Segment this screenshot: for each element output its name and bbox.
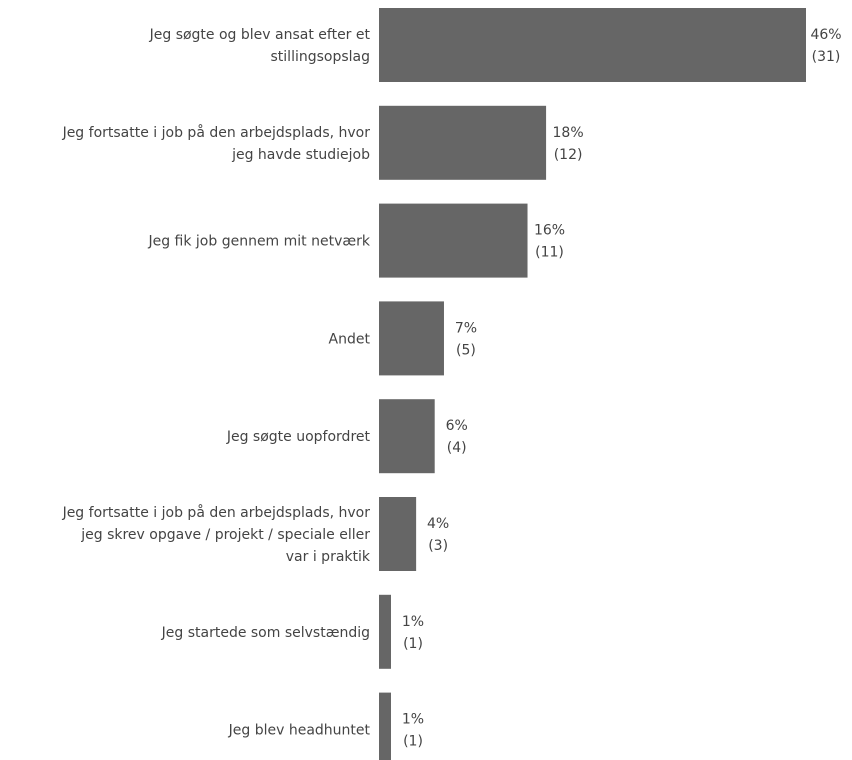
- count-label-2: (12): [554, 147, 583, 163]
- count-label-5: (4): [447, 440, 467, 456]
- bar-5: [379, 399, 435, 474]
- percent-label-6: 4%: [427, 516, 449, 532]
- category-label-5: Jeg søgte uopfordret: [226, 429, 371, 445]
- category-label-line: Jeg søgte uopfordret: [226, 429, 371, 445]
- percent-label-7: 1%: [402, 614, 424, 630]
- bar-3: [379, 203, 528, 278]
- bar-6: [379, 497, 417, 571]
- category-label-8: Jeg blev headhuntet: [228, 723, 371, 739]
- category-label-line: Andet: [329, 331, 371, 347]
- category-label-line: Jeg fortsatte i job på den arbejdsplads,…: [62, 504, 371, 521]
- percent-label-2: 18%: [553, 125, 584, 141]
- category-label-7: Jeg startede som selvstændig: [161, 625, 370, 641]
- count-label-8: (1): [403, 734, 423, 750]
- category-label-line: Jeg blev headhuntet: [228, 723, 371, 739]
- count-label-7: (1): [403, 636, 423, 652]
- count-label-4: (5): [456, 342, 476, 358]
- percent-label-1: 46%: [810, 27, 841, 43]
- bar-8: [379, 692, 391, 760]
- count-label-3: (11): [535, 245, 564, 261]
- percent-label-5: 6%: [446, 418, 468, 434]
- value-labels-group: 46% (31) 18% (12) 16% (11) 7% (5) 6% (4) 4% (3) 1% (1…: [402, 27, 842, 750]
- category-label-2: Jeg fortsatte i job på den arbejdsplads,…: [62, 124, 371, 163]
- category-label-4: Andet: [329, 331, 371, 347]
- bar-2: [379, 105, 547, 180]
- category-label-1: Jeg søgte og blev ansat efter et stilling…: [149, 27, 371, 65]
- bar-7: [379, 594, 391, 669]
- count-label-1: (31): [812, 49, 841, 65]
- category-labels-group: Jeg søgte og blev ansat efter et stilling…: [62, 27, 371, 739]
- bar-4: [379, 301, 444, 376]
- percent-label-3: 16%: [534, 223, 565, 239]
- category-label-line: Jeg fortsatte i job på den arbejdsplads,…: [62, 124, 371, 141]
- percent-label-4: 7%: [455, 320, 477, 336]
- bars-group: [379, 8, 806, 760]
- count-label-6: (3): [428, 538, 448, 554]
- category-label-6: Jeg fortsatte i job på den arbejdsplads,…: [62, 504, 371, 565]
- percent-label-8: 1%: [402, 712, 424, 728]
- category-label-line: jeg skrev opgave / projekt / speciale el…: [80, 527, 370, 543]
- category-label-line: stillingsopslag: [271, 49, 371, 65]
- bar-1: [379, 8, 806, 82]
- category-label-line: Jeg søgte og blev ansat efter et: [149, 27, 371, 43]
- category-label-3: Jeg fik job gennem mit netværk: [147, 234, 370, 250]
- category-label-line: Jeg startede som selvstændig: [161, 625, 370, 641]
- category-label-line: Jeg fik job gennem mit netværk: [147, 234, 370, 250]
- category-label-line: jeg havde studiejob: [231, 147, 370, 163]
- category-label-line: var i praktik: [286, 549, 371, 565]
